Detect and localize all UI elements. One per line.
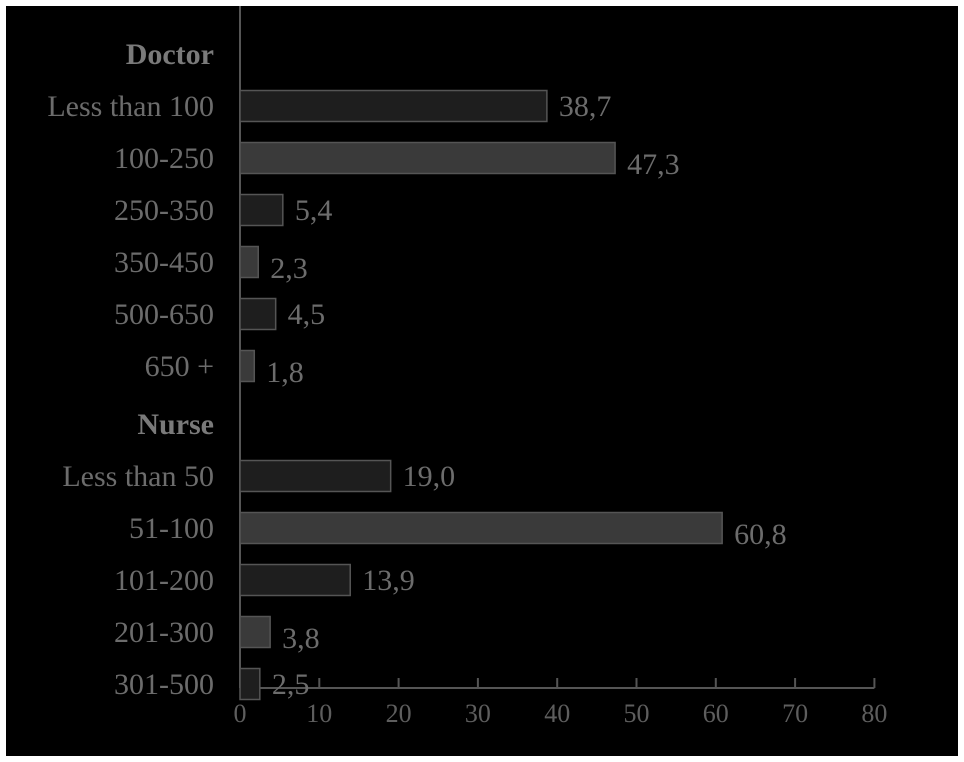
bar (239, 563, 351, 597)
bar (239, 511, 723, 545)
bar (239, 141, 616, 175)
category-label: 650 + (145, 350, 214, 383)
x-tick-label: 60 (703, 699, 729, 728)
category-label: 350-450 (114, 246, 214, 279)
x-tick-label: 50 (624, 699, 650, 728)
bar (239, 615, 271, 649)
category-label: Less than 50 (62, 460, 214, 493)
bar-value-label: 60,8 (734, 518, 787, 551)
category-label: 100-250 (114, 142, 214, 175)
x-tick-label: 70 (782, 699, 808, 728)
x-tick-label: 30 (465, 699, 491, 728)
category-label: 301-500 (114, 668, 214, 701)
bar-value-label: 47,3 (627, 148, 680, 181)
bar-value-label: 5,4 (295, 194, 333, 227)
x-tick-label: 10 (306, 699, 332, 728)
bar-value-label: 2,5 (272, 668, 310, 701)
bar (239, 193, 284, 227)
bar (239, 349, 256, 383)
chart-frame: 0 10 20 30 40 50 60 70 80 Doctor Less than 100 38,7… (6, 6, 958, 756)
category-label: Less than 100 (47, 90, 214, 123)
bar-value-label: 13,9 (362, 564, 415, 597)
x-tick-label: 0 (234, 699, 247, 728)
group-title: Nurse (137, 408, 214, 441)
bar-value-label: 4,5 (288, 298, 326, 331)
category-label: 500-650 (114, 298, 214, 331)
category-label: 51-100 (129, 512, 214, 545)
horizontal-bar-chart: 0 10 20 30 40 50 60 70 80 Doctor Less than 100 38,7… (47, 6, 887, 728)
group-title: Doctor (126, 38, 214, 71)
category-label: 101-200 (114, 564, 214, 597)
bar (239, 89, 548, 123)
x-tick-label: 40 (544, 699, 570, 728)
bar-value-label: 2,3 (270, 252, 308, 285)
category-label: 250-350 (114, 194, 214, 227)
bar (239, 459, 392, 493)
x-tick-label: 20 (386, 699, 412, 728)
x-tick-label: 80 (861, 699, 887, 728)
bar-value-label: 1,8 (266, 356, 304, 389)
bar-value-label: 38,7 (559, 90, 612, 123)
bar-value-label: 19,0 (403, 460, 456, 493)
category-label: 201-300 (114, 616, 214, 649)
bar (239, 297, 277, 331)
bar (239, 245, 259, 279)
bar (239, 667, 261, 701)
bar-value-label: 3,8 (282, 622, 320, 655)
